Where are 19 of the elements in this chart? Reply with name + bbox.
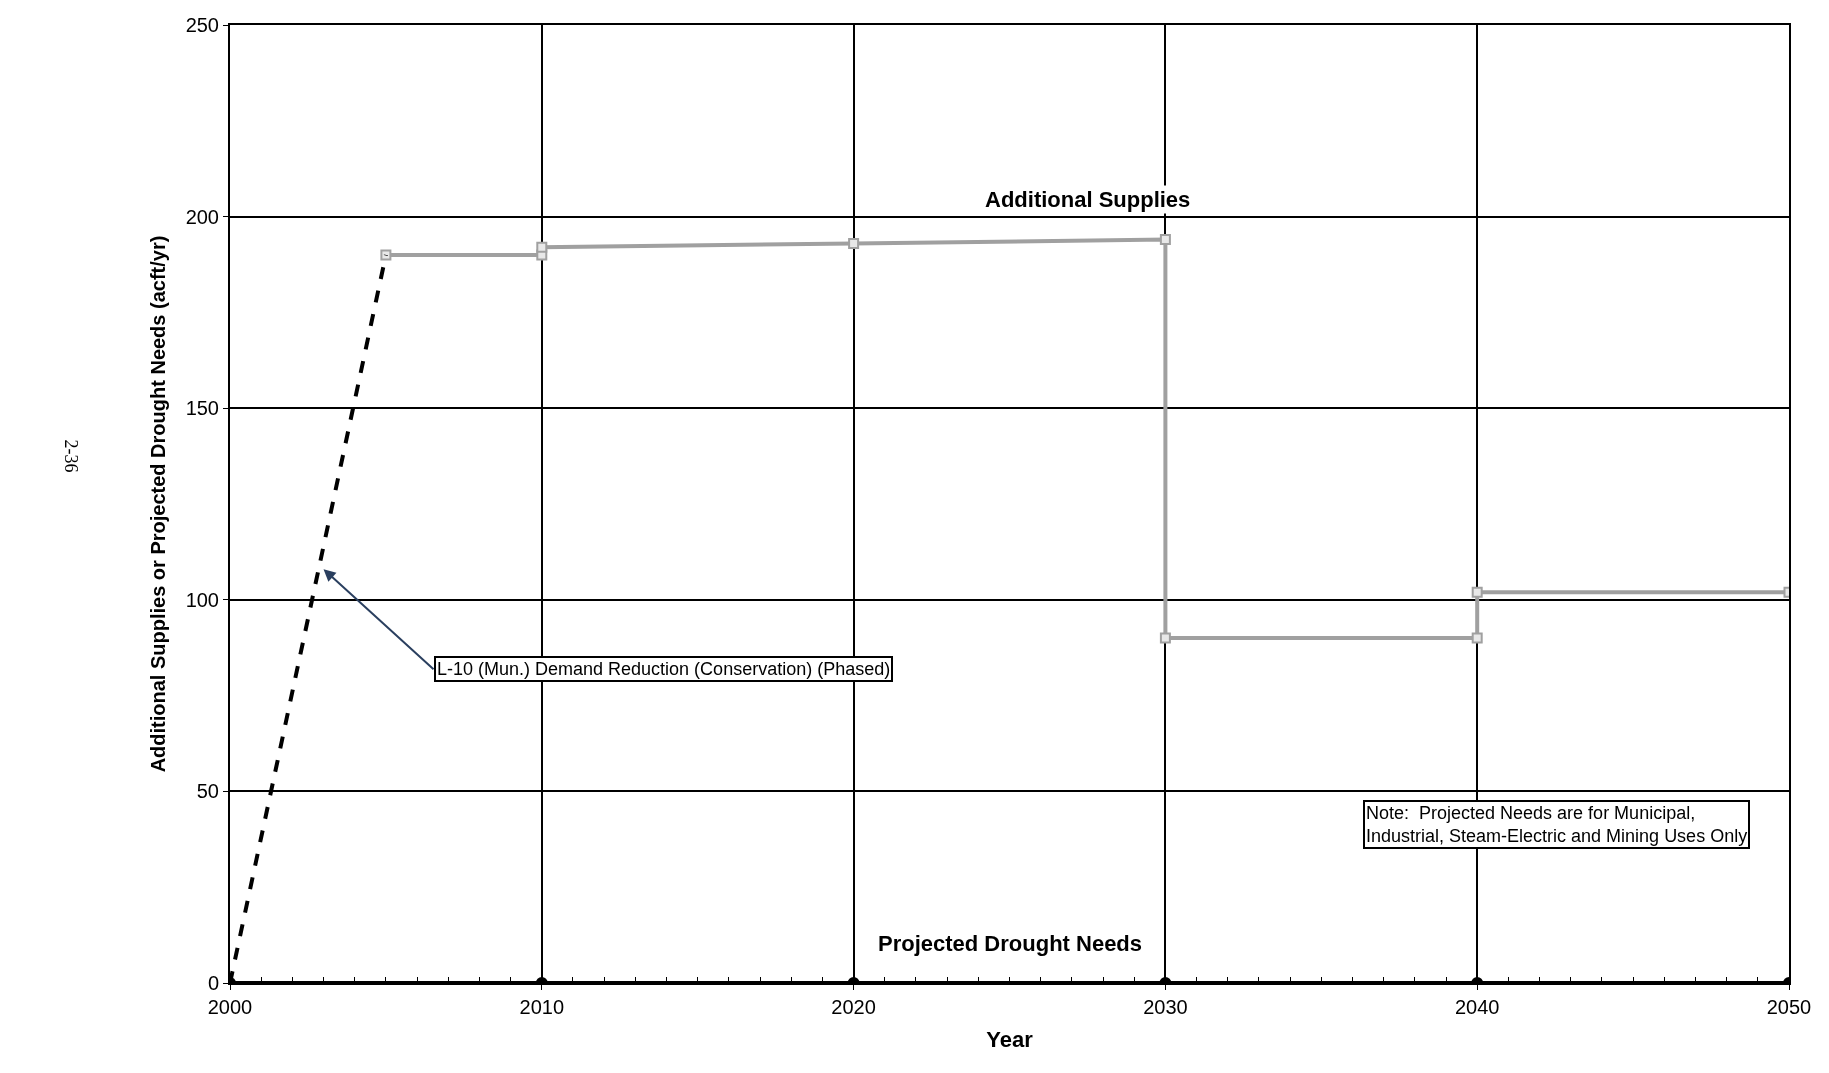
y-tick-label: 250 [185,14,219,36]
y-axis-title: Additional Supplies or Projected Drought Needs (acft/yr) [146,235,169,773]
x-tick-label: 2000 [207,996,253,1018]
x-tick-label: 2030 [1143,996,1188,1018]
text: 2-36 [60,439,81,473]
x-tick-label: 2020 [831,996,876,1018]
y-tick-label: 100 [185,588,219,611]
x-tick-label: 2050 [1766,996,1812,1018]
y-tick-label: 200 [185,205,219,228]
annotation: Note: Projected Needs are for Municipal, Industrial, Steam-Electric and Mining Uses Only [1366,803,1748,847]
y-tick-label: 0 [207,972,219,994]
annotation: L-10 (Mun.) Demand Reduction (Conservation) (Phased) [437,659,891,679]
x-tick-label: 2040 [1454,996,1500,1018]
x-axis-title: Year [986,1027,1034,1053]
y-tick-label: 50 [196,780,219,803]
series-label: Additional Supplies [985,187,1191,212]
y-tick-label: 150 [185,397,219,420]
x-tick-label: 2010 [519,996,565,1018]
series-label: Projected Drought Needs [878,931,1143,956]
